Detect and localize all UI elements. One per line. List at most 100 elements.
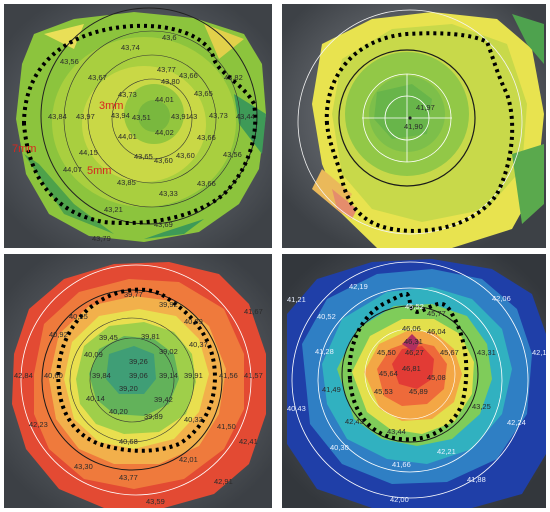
keratometry-value-label: 42,06 (492, 294, 511, 303)
keratometry-value-label: 46,27 (405, 348, 424, 357)
topography-panel-d: 41,21 42,19 42,06 40,52 45,52 45,77 46,04 46,06… (282, 254, 546, 508)
keratometry-value-label: 43,74 (121, 43, 140, 52)
keratometry-value-label: 45,89 (409, 387, 428, 396)
keratometry-value-label: 46,04 (427, 327, 446, 336)
keratometry-value-label: 43,60 (154, 156, 173, 165)
keratometry-value-label: 43,82 (224, 73, 243, 82)
keratometry-value-label: 39,77 (124, 290, 143, 299)
keratometry-value-label: 41,28 (315, 347, 334, 356)
keratometry-value-label: 42,41 (239, 437, 258, 446)
keratometry-value-label: 42,23 (29, 420, 48, 429)
keratometry-value-label: 43,67 (88, 73, 107, 82)
keratometry-value-label: 43,85 (117, 178, 136, 187)
keratometry-value-label: 46,31 (404, 337, 423, 346)
keratometry-value-label: 39,14 (159, 371, 178, 380)
keratometry-value-label: 40,37 (189, 340, 208, 349)
keratometry-value-label: 43,59 (146, 497, 165, 506)
keratometry-value-label: 43,77 (157, 65, 176, 74)
keratometry-value-label: 40,20 (109, 407, 128, 416)
keratometry-value-label: 43,56 (60, 57, 79, 66)
keratometry-value-label: 41,56 (219, 371, 238, 380)
zone-radius-label: 5mm (87, 165, 111, 177)
keratometry-value-label: 43,73 (118, 90, 137, 99)
keratometry-value-label: 43,65 (194, 89, 213, 98)
keratometry-value-label: 39,91 (184, 371, 203, 380)
keratometry-value-label: 43,30 (74, 462, 93, 471)
keratometry-value-label: 42,24 (507, 418, 526, 427)
keratometry-value-label: 43,65 (134, 152, 153, 161)
keratometry-value-label: 43,66 (197, 133, 216, 142)
keratometry-value-label: 42,91 (214, 477, 233, 486)
keratometry-value-label: 41,50 (217, 422, 236, 431)
keratometry-value-label: 39,81 (141, 332, 160, 341)
keratometry-value-label: 45,67 (440, 348, 459, 357)
keratometry-value-label: 43,79 (92, 234, 111, 243)
keratometry-value-label: 41,97 (416, 103, 435, 112)
keratometry-value-label: 41,66 (392, 460, 411, 469)
keratometry-value-label: 45,64 (379, 369, 398, 378)
keratometry-value-label: 42,00 (390, 495, 409, 504)
keratometry-value-label: 39,45 (99, 333, 118, 342)
zone-radius-label: 7mm (12, 143, 36, 155)
keratometry-value-label: 45,77 (427, 309, 446, 318)
keratometry-value-label: 41,21 (287, 295, 306, 304)
keratometry-value-label: 42,01 (179, 455, 198, 464)
keratometry-value-label: 39,92 (159, 300, 178, 309)
keratometry-value-label: 44,01 (155, 95, 174, 104)
keratometry-value-label: 43,97 (76, 112, 95, 121)
topography-panel-c: 39,77 40,25 39,92 40,09 41,67 40,92 39,45 39,81… (4, 254, 272, 508)
keratometry-value-label: 45,08 (427, 373, 446, 382)
keratometry-value-label: 43,77 (119, 473, 138, 482)
keratometry-value-label: 45,53 (374, 387, 393, 396)
keratometry-value-label: 43,6 (162, 33, 177, 42)
topography-map-c: 39,77 40,25 39,92 40,09 41,67 40,92 39,45 39,81… (4, 254, 272, 508)
keratometry-value-label: 39,42 (154, 395, 173, 404)
keratometry-value-label: 39,20 (119, 384, 138, 393)
keratometry-value-label: 40,14 (86, 394, 105, 403)
keratometry-value-label: 45,50 (377, 348, 396, 357)
topography-map-b: 41,97 41,90 (282, 4, 546, 248)
keratometry-value-label: 43,66 (197, 179, 216, 188)
keratometry-value-label: 44,07 (63, 165, 82, 174)
keratometry-value-label: 43,44 (387, 427, 406, 436)
keratometry-value-label: 43,80 (161, 77, 180, 86)
keratometry-value-label: 42,19 (349, 282, 368, 291)
keratometry-value-label: 41,67 (244, 307, 263, 316)
keratometry-value-label: 40,25 (69, 312, 88, 321)
keratometry-value-label: 39,02 (159, 347, 178, 356)
keratometry-value-label: 40,43 (287, 404, 306, 413)
keratometry-value-label: 43,69 (154, 220, 173, 229)
keratometry-value-label: 39,89 (144, 412, 163, 421)
keratometry-value-label: 41,88 (467, 475, 486, 484)
topography-panel-a: 43,74 43,6 43,56 43,77 43,66 43,82 43,67 43,80 4… (4, 4, 272, 248)
keratometry-value-label: 43,84 (48, 112, 67, 121)
keratometry-value-label: 43,56 (223, 150, 242, 159)
keratometry-value-label: 40,30 (330, 443, 349, 452)
keratometry-value-label: 40,92 (49, 330, 68, 339)
keratometry-value-label: 40,60 (44, 371, 63, 380)
keratometry-value-label: 43,44 (236, 112, 255, 121)
keratometry-value-label: 43,25 (472, 402, 491, 411)
keratometry-value-label: 43,66 (179, 71, 198, 80)
keratometry-value-label: 39,26 (129, 357, 148, 366)
keratometry-value-label: 42,16 (532, 348, 546, 357)
keratometry-value-label: 42,84 (14, 371, 33, 380)
keratometry-value-label: 45,52 (405, 302, 424, 311)
keratometry-value-label: 43,60 (176, 151, 195, 160)
keratometry-value-label: 43,94 (111, 111, 130, 120)
keratometry-value-label: 43,31 (477, 348, 496, 357)
keratometry-value-label: 46,06 (402, 324, 421, 333)
keratometry-value-label: 44,01 (118, 132, 137, 141)
topography-panel-b: 41,97 41,90 (282, 4, 546, 248)
keratometry-value-label: 43,51 (132, 113, 151, 122)
keratometry-value-label: 39,06 (129, 371, 148, 380)
keratometry-value-label: 40,52 (317, 312, 336, 321)
keratometry-value-label: 40,09 (184, 317, 203, 326)
keratometry-value-label: 43 (189, 112, 197, 121)
keratometry-value-label: 43,21 (104, 205, 123, 214)
keratometry-value-label: 43,73 (209, 111, 228, 120)
keratometry-value-label: 44,15 (79, 148, 98, 157)
keratometry-value-label: 42,21 (437, 447, 456, 456)
